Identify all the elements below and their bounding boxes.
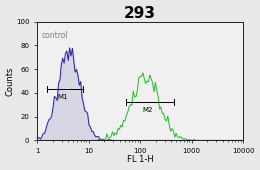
X-axis label: FL 1-H: FL 1-H	[127, 155, 153, 164]
Text: M1: M1	[58, 94, 68, 100]
Y-axis label: Counts: Counts	[5, 66, 15, 96]
Text: control: control	[41, 31, 68, 40]
Title: 293: 293	[124, 6, 156, 21]
Text: M2: M2	[143, 107, 153, 113]
